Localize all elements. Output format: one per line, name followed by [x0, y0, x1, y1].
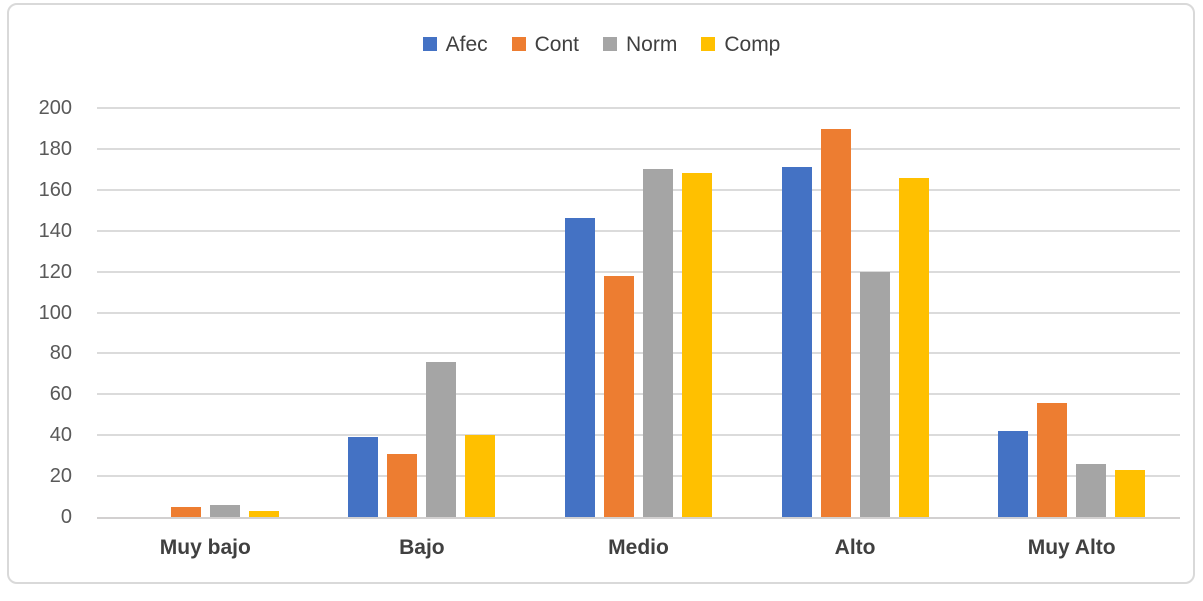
bar-afec-alto[interactable] [781, 167, 812, 517]
gridline-140 [97, 229, 1180, 232]
bar-cont-alto[interactable] [820, 128, 851, 517]
bar-norm-bajo[interactable] [426, 361, 457, 517]
y-tick-label-120: 120 [38, 260, 72, 283]
legend-item-comp[interactable]: Comp [701, 34, 780, 55]
legend-swatch-icon [422, 37, 437, 51]
bar-afec-muy-alto[interactable] [998, 431, 1029, 517]
y-tick-label-40: 40 [49, 424, 72, 447]
y-tick-label-160: 160 [38, 178, 72, 201]
bar-group-medio [530, 108, 747, 517]
legend-item-cont[interactable]: Cont [511, 32, 579, 56]
gridline-40 [97, 434, 1180, 437]
bar-comp-bajo[interactable] [465, 435, 496, 517]
legend-label: Norm [626, 32, 678, 56]
chart-border-frame [7, 3, 1195, 584]
bar-comp-medio[interactable] [681, 173, 712, 517]
bar-group-muy-alto [963, 108, 1180, 517]
gridline-80 [97, 352, 1180, 355]
chart-legend: Afec Cont Norm Comp [0, 30, 1203, 58]
x-axis-line [97, 517, 1180, 519]
bar-group-bajo [314, 108, 531, 517]
bar-afec-medio[interactable] [564, 218, 595, 517]
bar-comp-muy-bajo[interactable] [248, 510, 279, 517]
bar-group-muy-bajo [97, 108, 314, 517]
gridline-200 [97, 107, 1180, 109]
x-category-label-muy-alto: Muy Alto [1027, 536, 1116, 559]
bar-comp-alto[interactable] [898, 177, 929, 517]
legend-swatch-icon [701, 37, 716, 51]
bar-cont-medio[interactable] [603, 275, 634, 517]
legend-item-afec[interactable]: Afec [422, 32, 488, 56]
legend-item-norm[interactable]: Norm [603, 34, 677, 55]
y-tick-label-20: 20 [49, 465, 72, 488]
y-tick-label-200: 200 [38, 97, 72, 119]
y-tick-label-180: 180 [38, 137, 72, 160]
gridline-60 [97, 393, 1180, 396]
bar-norm-alto[interactable] [859, 271, 890, 517]
y-tick-label-140: 140 [38, 219, 72, 242]
legend-swatch-icon [603, 37, 617, 51]
bar-norm-muy-bajo[interactable] [209, 504, 240, 517]
bar-norm-muy-alto[interactable] [1076, 463, 1107, 517]
x-category-label-muy-bajo: Muy bajo [159, 536, 251, 559]
bar-norm-medio[interactable] [642, 169, 673, 517]
x-category-label-bajo: Bajo [399, 536, 445, 559]
legend-label: Comp [724, 32, 781, 56]
gridline-180 [97, 147, 1180, 150]
bar-afec-bajo[interactable] [348, 437, 379, 517]
bar-group-alto [747, 108, 964, 517]
y-tick-label-100: 100 [38, 301, 72, 324]
gridline-20 [97, 475, 1180, 478]
x-category-label-alto: Alto [834, 536, 876, 559]
gridline-100 [97, 311, 1180, 314]
gridline-120 [97, 270, 1180, 273]
y-tick-label-80: 80 [49, 342, 72, 365]
x-category-label-medio: Medio [608, 536, 669, 559]
legend-label: Cont [534, 32, 579, 56]
bar-groups [97, 108, 1180, 517]
bar-comp-muy-alto[interactable] [1115, 470, 1146, 517]
bar-cont-muy-bajo[interactable] [170, 506, 201, 517]
gridline-160 [97, 188, 1180, 191]
y-tick-label-60: 60 [49, 383, 72, 406]
bar-cont-muy-alto[interactable] [1037, 402, 1068, 517]
plot-area [97, 107, 1180, 519]
x-axis-category-labels: Muy bajo Bajo Medio Alto Muy Alto [97, 536, 1180, 560]
legend-swatch-icon [511, 37, 526, 51]
legend-label: Afec [445, 32, 488, 56]
y-tick-label-0: 0 [60, 506, 72, 528]
bar-cont-bajo[interactable] [387, 453, 418, 517]
